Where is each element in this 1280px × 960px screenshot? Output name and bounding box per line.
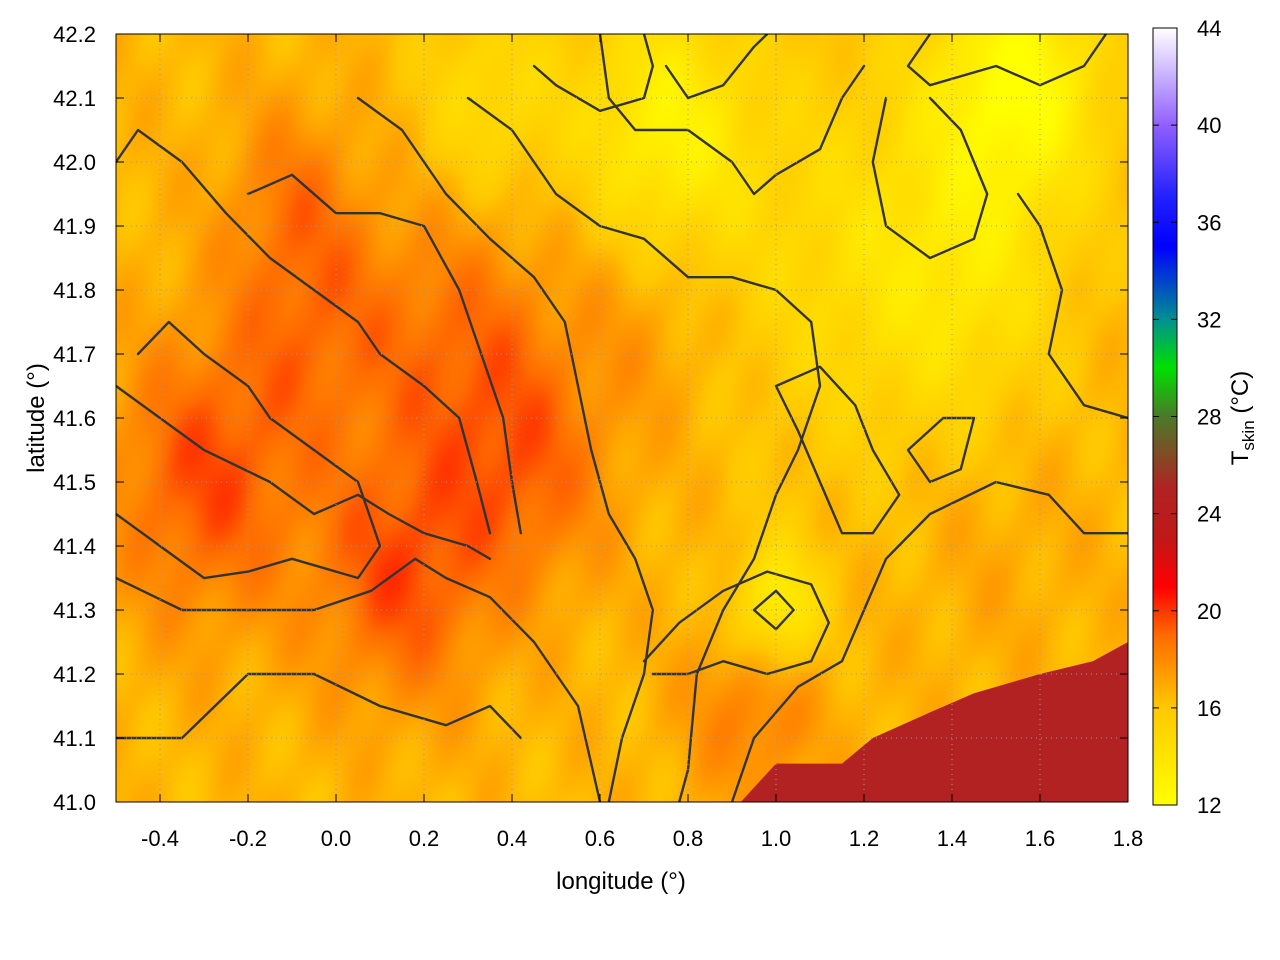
y-tick-label: 41.5	[53, 470, 96, 495]
contour-line	[906, 416, 976, 484]
contour-line	[116, 384, 492, 560]
y-tick-label: 41.3	[53, 598, 96, 623]
contour-line	[356, 96, 654, 802]
y-tick-label: 41.6	[53, 406, 96, 431]
colorbar-tick-label: 24	[1197, 502, 1221, 527]
colorbar-label: Tskin (°C)	[1227, 371, 1258, 466]
y-axis-title: latitude (°)	[23, 363, 50, 473]
contour-line	[116, 320, 382, 580]
y-axis: 41.0 41.1 41.2 41.3 41.4 41.5 41.6 41.7 41.8 41.9…	[53, 22, 1128, 815]
y-tick-label: 42.1	[53, 86, 96, 111]
y-tick-label: 41.8	[53, 278, 96, 303]
x-tick-label: 0.0	[321, 826, 352, 851]
colorbar-label-unit: (°C)	[1227, 371, 1254, 421]
y-tick-label: 42.0	[53, 150, 96, 175]
x-tick-label: -0.4	[141, 826, 179, 851]
contour-line	[116, 128, 492, 535]
plot-area	[116, 34, 1128, 802]
colorbar-tick-label: 20	[1197, 599, 1221, 624]
contour-line	[466, 96, 822, 802]
contour-line	[871, 96, 989, 260]
colorbar: 12 16 20 24 28 32 36 40 44 Tskin (°C)	[1152, 16, 1258, 818]
grid-lines	[116, 34, 1128, 802]
x-axis: -0.4 -0.2 0.0 0.2 0.4 0.6 0.8 1.0 1.2 1.4 1.6 1.8	[141, 34, 1143, 851]
contour-line	[532, 34, 654, 113]
colorbar-tick-label: 44	[1197, 16, 1221, 41]
y-tick-label: 41.4	[53, 534, 96, 559]
colorbar-tick-label: 28	[1197, 405, 1221, 430]
colorbar-label-main: T	[1227, 450, 1254, 465]
contour-line	[730, 480, 1128, 802]
y-tick-label: 41.9	[53, 214, 96, 239]
x-tick-label: 0.8	[673, 826, 704, 851]
contour-line	[598, 34, 866, 196]
colorbar-tick-label: 40	[1197, 113, 1221, 138]
x-tick-label: 1.2	[849, 826, 880, 851]
contour-line	[752, 589, 795, 631]
colorbar-tick-label: 36	[1197, 210, 1221, 235]
y-tick-label: 42.2	[53, 22, 96, 47]
y-tick-label: 41.2	[53, 662, 96, 687]
x-tick-label: 1.4	[937, 826, 968, 851]
x-tick-label: -0.2	[229, 826, 267, 851]
colorbar-ticks: 12 16 20 24 28 32 36 40 44	[1153, 16, 1221, 818]
x-tick-label: 0.2	[409, 826, 440, 851]
contour-line	[906, 34, 1108, 87]
x-axis-title: longitude (°)	[556, 868, 686, 895]
y-tick-label: 41.7	[53, 342, 96, 367]
y-tick-label: 41.1	[53, 726, 96, 751]
x-tick-label: 0.6	[585, 826, 616, 851]
sea-area	[740, 642, 1128, 802]
contour-line	[774, 365, 901, 535]
contour-line	[246, 173, 522, 535]
x-tick-label: 0.4	[497, 826, 528, 851]
colorbar-tick-label: 32	[1197, 307, 1221, 332]
contour-line	[1016, 192, 1128, 420]
x-tick-label: 1.6	[1025, 826, 1056, 851]
y-tick-label: 41.0	[53, 790, 96, 815]
colorbar-tick-label: 16	[1197, 696, 1221, 721]
contour-line	[116, 672, 522, 740]
contour-line	[642, 570, 830, 676]
x-tick-label: 1.8	[1113, 826, 1144, 851]
contour-line	[664, 34, 769, 100]
colorbar-tick-label: 12	[1197, 793, 1221, 818]
x-tick-label: 1.0	[761, 826, 792, 851]
colorbar-label-sub: skin	[1239, 420, 1258, 450]
